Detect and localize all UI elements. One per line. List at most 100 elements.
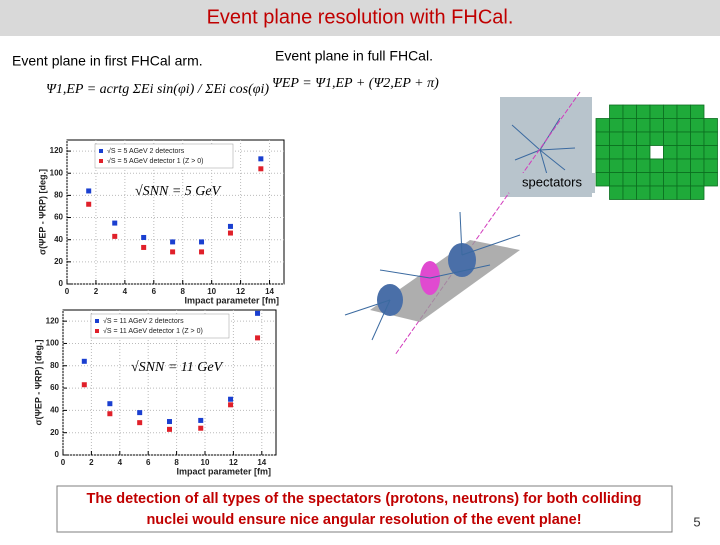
module	[595, 145, 610, 160]
nucleus	[448, 243, 476, 277]
point	[199, 249, 205, 255]
point	[81, 382, 87, 388]
module	[595, 118, 610, 133]
module	[609, 118, 624, 133]
plane	[370, 240, 520, 322]
module	[609, 131, 624, 146]
module	[649, 118, 664, 133]
title-bar	[0, 0, 720, 36]
subtitle: Event plane in full FHCal.	[275, 48, 433, 64]
module	[636, 118, 651, 133]
x-tick-label: 2	[89, 458, 94, 467]
legend-swatch	[99, 159, 103, 163]
module	[636, 158, 651, 173]
module	[703, 118, 718, 133]
y-tick-label: 0	[59, 279, 64, 288]
legend-swatch	[95, 329, 99, 333]
fhcal-grid	[595, 104, 718, 200]
module	[663, 104, 678, 119]
x-tick-label: 12	[229, 458, 238, 467]
point	[107, 401, 113, 407]
y-tick-label: 20	[54, 257, 63, 266]
y-tick-label: 120	[50, 146, 64, 155]
module	[636, 145, 651, 160]
point	[198, 417, 204, 423]
point	[86, 188, 92, 194]
module	[690, 131, 705, 146]
module	[676, 131, 691, 146]
module	[636, 131, 651, 146]
module	[649, 185, 664, 200]
module	[663, 158, 678, 173]
subtitle: Event plane in first FHCal arm.	[12, 53, 203, 69]
module	[690, 104, 705, 119]
module	[663, 172, 678, 187]
module	[703, 145, 718, 160]
y-tick-label: 100	[50, 168, 64, 177]
point	[112, 233, 118, 239]
x-tick-label: 8	[174, 458, 179, 467]
y-tick-label: 100	[46, 339, 60, 348]
y-tick-label: 40	[54, 235, 63, 244]
x-tick-label: 2	[94, 287, 99, 296]
module	[649, 145, 664, 160]
x-tick-label: 0	[61, 458, 66, 467]
y-axis-label: σ(ΨEP - ΨRP) [deg.]	[37, 169, 47, 255]
module	[649, 104, 664, 119]
point	[167, 419, 172, 425]
module	[622, 185, 637, 200]
module	[636, 185, 651, 200]
point	[258, 166, 264, 172]
legend-label: √S = 5 AGeV detector 1 (Z > 0)	[107, 157, 203, 165]
point	[199, 239, 205, 245]
module	[676, 118, 691, 133]
arrows	[344, 211, 521, 341]
module	[663, 131, 678, 146]
module	[636, 172, 651, 187]
module	[609, 158, 624, 173]
module	[622, 158, 637, 173]
point	[198, 425, 204, 431]
legend-swatch	[99, 149, 103, 153]
point	[227, 230, 233, 236]
point	[228, 396, 234, 402]
y-tick-label: 60	[54, 213, 63, 222]
legend-label: √S = 5 AGeV 2 detectors	[107, 147, 185, 155]
title: Event plane resolution with FHCal.	[207, 6, 514, 28]
footer-line: The detection of all types of the specta…	[86, 491, 641, 507]
module	[609, 172, 624, 187]
x-tick-label: 14	[257, 458, 266, 467]
point	[167, 426, 172, 432]
label-bg	[509, 173, 595, 193]
y-tick-label: 60	[50, 383, 59, 392]
module	[690, 185, 705, 200]
module	[663, 118, 678, 133]
module	[676, 172, 691, 187]
x-tick-label: 6	[146, 458, 151, 467]
module	[649, 172, 664, 187]
x-axis-label: Impact parameter [fm]	[176, 466, 271, 476]
x-tick-label: 8	[181, 287, 186, 296]
module	[622, 145, 637, 160]
module	[609, 185, 624, 200]
module	[622, 172, 637, 187]
x-tick-label: 14	[265, 287, 274, 296]
legend-label: √S = 11 AGeV detector 1 (Z > 0)	[103, 327, 203, 335]
x-tick-label: 10	[201, 458, 210, 467]
module	[690, 172, 705, 187]
footer-box	[56, 485, 673, 533]
legend-swatch	[95, 319, 99, 323]
module	[663, 145, 678, 160]
module	[703, 172, 718, 187]
module	[676, 185, 691, 200]
formula: ΨEP = Ψ1,EP + (Ψ2,EP + π)	[272, 76, 439, 91]
module	[676, 145, 691, 160]
y-tick-label: 80	[54, 190, 63, 199]
module	[595, 158, 610, 173]
point	[107, 411, 113, 417]
point	[141, 244, 147, 250]
point	[170, 249, 176, 255]
module	[649, 158, 664, 173]
